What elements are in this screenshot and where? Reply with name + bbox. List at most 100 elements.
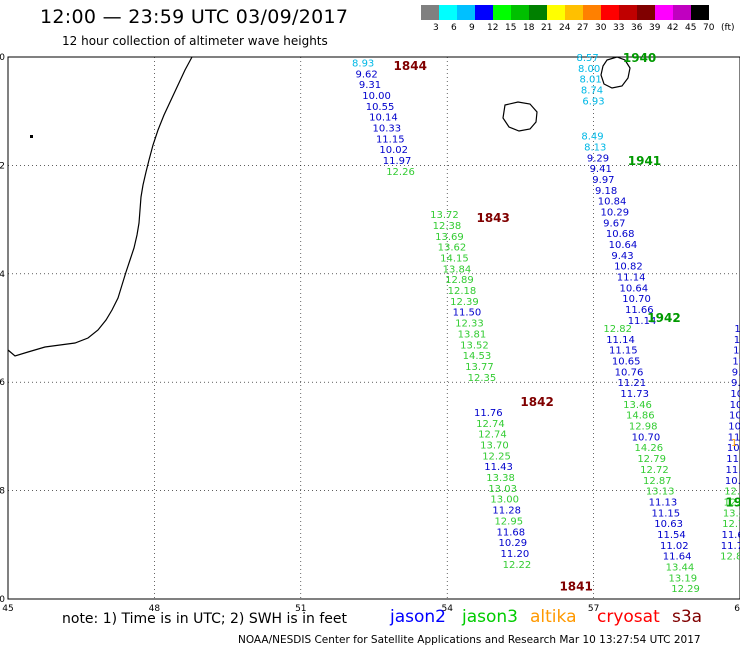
orbit-label: 1943 (725, 495, 740, 509)
swh-value: 12.22 (503, 560, 532, 571)
swh-value: 10.56 (729, 411, 740, 422)
swh-value: 10.37 (727, 443, 740, 454)
swh-value: 12.87 (643, 476, 672, 487)
swh-colorbar (421, 5, 709, 21)
orbit-label: 1844 (394, 59, 427, 73)
islet (30, 135, 33, 138)
swh-value: 9.67 (603, 218, 625, 229)
swh-value: 10.46 (728, 422, 740, 433)
colorbar-label: 39 (649, 23, 661, 33)
swh-value: 10.65 (612, 357, 641, 368)
altimeter-tracks: 8.939.629.3110.0010.5510.1410.3311.1510.… (352, 51, 740, 595)
swh-value: 10.63 (725, 476, 740, 487)
lat-tick-label: -20 (0, 53, 5, 63)
swh-value: 10.10 (732, 357, 740, 368)
colorbar-label: 24 (559, 23, 571, 33)
swh-value: 13.46 (623, 400, 652, 411)
lon-tick-label: 60 (734, 604, 740, 614)
swh-value: 13.00 (490, 495, 519, 506)
swh-value: 11.28 (492, 506, 521, 517)
swh-value: 13.38 (486, 473, 515, 484)
colorbar-swatch (457, 5, 475, 20)
swh-value: 10.39 (730, 400, 740, 411)
swh-value: 12.39 (450, 297, 479, 308)
swh-value: 13.69 (435, 232, 464, 243)
swh-value: 10.29 (499, 538, 528, 549)
swh-value: 8.00 (578, 64, 600, 75)
swh-value: 13.19 (668, 573, 697, 584)
swh-value: 11.15 (651, 508, 680, 519)
swh-value: 11.66 (625, 305, 654, 316)
swh-value: 11.68 (496, 527, 525, 538)
swh-value-partial: 1 (731, 438, 737, 449)
page-subtitle: 12 hour collection of altimeter wave hei… (62, 34, 328, 48)
footer-note: note: 1) Time is in UTC; 2) SWH is in fe… (62, 611, 348, 627)
swh-value: 12.70 (722, 519, 740, 530)
swh-value: 8.93 (352, 58, 374, 69)
colorbar-swatch (637, 5, 655, 20)
swh-value: 11.97 (383, 156, 412, 167)
swh-value: 10.55 (366, 102, 395, 113)
swh-value: 13.44 (666, 562, 695, 573)
orbit-label: 1940 (623, 51, 656, 65)
swh-value: 11.13 (726, 454, 740, 465)
swh-value: 13.52 (460, 340, 489, 351)
colorbar-label: 27 (577, 23, 589, 33)
swh-value: 12.29 (671, 584, 700, 595)
colorbar-label: 70 (703, 23, 715, 33)
swh-value: 9.29 (587, 153, 609, 164)
swh-value: 11.54 (657, 530, 686, 541)
colorbar-swatch (619, 5, 637, 20)
lat-tick-label: -24 (0, 270, 5, 280)
orbit-label: 1842 (520, 395, 553, 409)
reunion-island (502, 101, 538, 132)
swh-value: 13.81 (458, 329, 487, 340)
swh-value: 13.77 (465, 362, 494, 373)
page-title: 12:00 — 23:59 UTC 03/09/2017 (40, 6, 349, 28)
swh-value: 12.38 (433, 221, 462, 232)
swh-value: 10.70 (632, 432, 661, 443)
orbit-label: 1942 (647, 311, 680, 325)
swh-value: 11.14 (617, 273, 646, 284)
swh-value: 8.49 (581, 132, 603, 143)
swh-value: 10.82 (614, 262, 643, 273)
swh-value: 10.33 (373, 123, 402, 134)
legend-jason2: jason2 (390, 607, 446, 627)
swh-value: 14.86 (626, 411, 655, 422)
swh-value: 11.50 (453, 308, 482, 319)
coastline (7, 56, 631, 357)
swh-value: 8.74 (581, 86, 603, 97)
swh-value: 6.93 (582, 96, 604, 107)
swh-value: 9.62 (355, 69, 377, 80)
swh-value: 14.15 (440, 254, 469, 265)
swh-value: 12.82 (603, 324, 632, 335)
colorbar-label: 21 (541, 23, 553, 33)
swh-value: 11.43 (484, 462, 513, 473)
swh-value: 9.43 (611, 251, 633, 262)
swh-value: 13.13 (646, 487, 675, 498)
swh-value: 10.64 (620, 283, 649, 294)
colorbar-label: 30 (595, 23, 607, 33)
swh-value: 13.70 (480, 441, 509, 452)
colorbar-label: 6 (451, 23, 457, 33)
swh-value: 11.31 (728, 432, 740, 443)
swh-value: 12.25 (482, 451, 511, 462)
swh-value: 11.64 (663, 552, 692, 563)
colorbar-label: 3 (433, 23, 439, 33)
swh-value: 14.53 (463, 351, 492, 362)
lat-tick-label: -28 (0, 487, 5, 497)
colorbar-swatch (475, 5, 493, 20)
swh-value: 13.84 (443, 264, 472, 275)
swh-value: 12.18 (448, 286, 477, 297)
swh-value: 12.95 (494, 516, 523, 527)
swh-value: 12.37 (724, 487, 740, 498)
swh-value: 11.60 (721, 530, 740, 541)
swh-value: 10.63 (733, 346, 740, 357)
colorbar-swatch (439, 5, 457, 20)
swh-value: 13.03 (488, 484, 517, 495)
colorbar-swatch (673, 5, 691, 20)
swh-value: 10.80 (734, 335, 740, 346)
colorbar-label: 12 (487, 23, 499, 33)
axis-ticks: 45 48 51 54 57 60 -20 -22 -24 -26 -28 -30 (0, 53, 740, 614)
swh-value: 11.15 (609, 346, 638, 357)
